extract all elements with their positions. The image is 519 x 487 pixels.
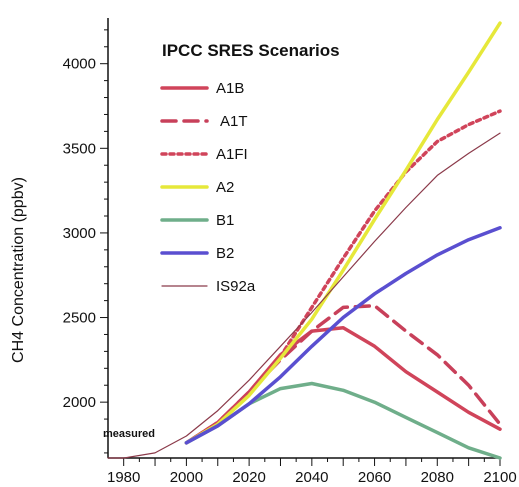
y-axis-title: CH4 Concentration (ppbv) xyxy=(10,177,27,363)
series-line-b2 xyxy=(184,226,502,445)
y-tick-label: 3500 xyxy=(63,140,96,157)
series-line-is92a xyxy=(107,132,501,459)
x-tick-label: 2000 xyxy=(170,469,203,486)
legend-label-a1t: A1T xyxy=(220,113,248,130)
legend-label-a1fi: A1FI xyxy=(216,146,248,163)
x-tick-label: 2020 xyxy=(232,469,265,486)
legend-label-a1b: A1B xyxy=(216,80,244,97)
legend-label-a2: A2 xyxy=(216,179,234,196)
x-tick-label: 1980 xyxy=(107,469,140,486)
series-line-a1b xyxy=(184,325,502,445)
y-tick-label: 3000 xyxy=(63,225,96,242)
x-tick-label: 2060 xyxy=(358,469,391,486)
legend-label-b2: B2 xyxy=(216,245,234,262)
legend-label-is92a: IS92a xyxy=(216,278,256,295)
y-tick-label: 4000 xyxy=(63,56,96,73)
x-tick-label: 2100 xyxy=(483,469,516,486)
y-tick-label: 2500 xyxy=(63,310,96,327)
axes: 2000 2500 3000 3500 4000 1980 2000 2020 2040 2060… xyxy=(63,18,517,486)
legend: A1B A1T A1FI A2 B1 B2 IS92a xyxy=(160,80,256,295)
series-lines xyxy=(107,21,502,460)
legend-label-b1: B1 xyxy=(216,212,234,229)
measured-annotation: measured xyxy=(103,428,155,440)
y-tick-label: 2000 xyxy=(63,394,96,411)
x-tick-label: 2080 xyxy=(421,469,454,486)
chart-title: IPCC SRES Scenarios xyxy=(162,41,340,60)
x-tick-label: 2040 xyxy=(295,469,328,486)
series-line-a2 xyxy=(184,21,502,445)
